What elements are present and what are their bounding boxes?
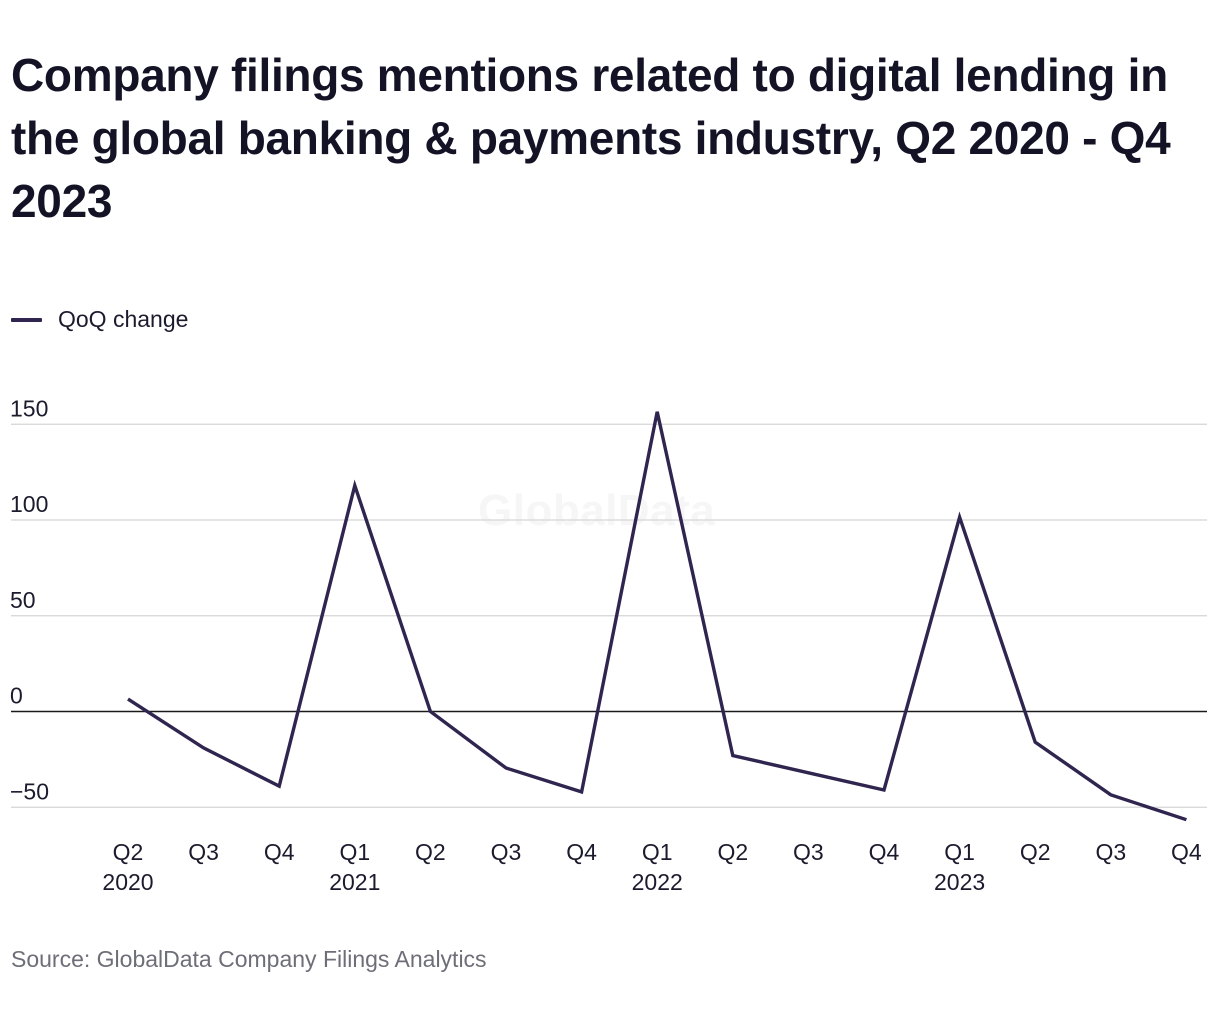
x-tick-label-year: 2022 bbox=[632, 869, 683, 895]
x-tick-label-year: 2021 bbox=[329, 869, 380, 895]
x-tick-label-quarter: Q4 bbox=[1171, 839, 1202, 865]
x-tick-label-quarter: Q4 bbox=[566, 839, 597, 865]
y-axis-ticks: −50 0 50 100 150 bbox=[10, 395, 49, 804]
chart-title: Company filings mentions related to digi… bbox=[11, 49, 1171, 227]
x-tick-label-quarter: Q3 bbox=[188, 839, 219, 865]
x-tick-label-quarter: Q3 bbox=[491, 839, 522, 865]
x-tick-label-year: 2020 bbox=[102, 869, 153, 895]
x-tick-label-quarter: Q3 bbox=[793, 839, 824, 865]
series-line-qoq-change bbox=[127, 411, 1187, 822]
legend-line-swatch bbox=[11, 317, 42, 322]
y-tick-label: 50 bbox=[10, 587, 36, 613]
x-tick-label-quarter: Q4 bbox=[264, 839, 295, 865]
x-tick-label-quarter: Q3 bbox=[1095, 839, 1126, 865]
source-note: Source: GlobalData Company Filings Analy… bbox=[11, 946, 487, 972]
x-tick-label-quarter: Q2 bbox=[415, 839, 446, 865]
x-tick-label-quarter: Q2 bbox=[1020, 839, 1051, 865]
x-tick-label-year: 2023 bbox=[934, 869, 985, 895]
gridlines bbox=[11, 423, 1207, 808]
series-layer bbox=[127, 411, 1187, 822]
legend: QoQ change bbox=[11, 306, 188, 333]
x-tick-label-quarter: Q1 bbox=[339, 839, 370, 865]
y-tick-label: 150 bbox=[10, 395, 48, 421]
x-tick-label-quarter: Q4 bbox=[869, 839, 900, 865]
y-tick-label: 100 bbox=[10, 491, 48, 517]
x-tick-label-quarter: Q1 bbox=[944, 839, 975, 865]
x-tick-label-quarter: Q2 bbox=[717, 839, 748, 865]
x-tick-label-quarter: Q1 bbox=[642, 839, 673, 865]
legend-label: QoQ change bbox=[58, 306, 189, 332]
x-axis-ticks: Q2 2020 Q3 Q4 Q1 2021 Q2 Q3 Q4 Q1 2022 Q2 Q3 Q4 Q1 2023… bbox=[102, 839, 1202, 895]
y-tick-label: −50 bbox=[10, 778, 49, 804]
x-tick-label-quarter: Q2 bbox=[113, 839, 144, 865]
y-tick-label: 0 bbox=[10, 683, 23, 709]
